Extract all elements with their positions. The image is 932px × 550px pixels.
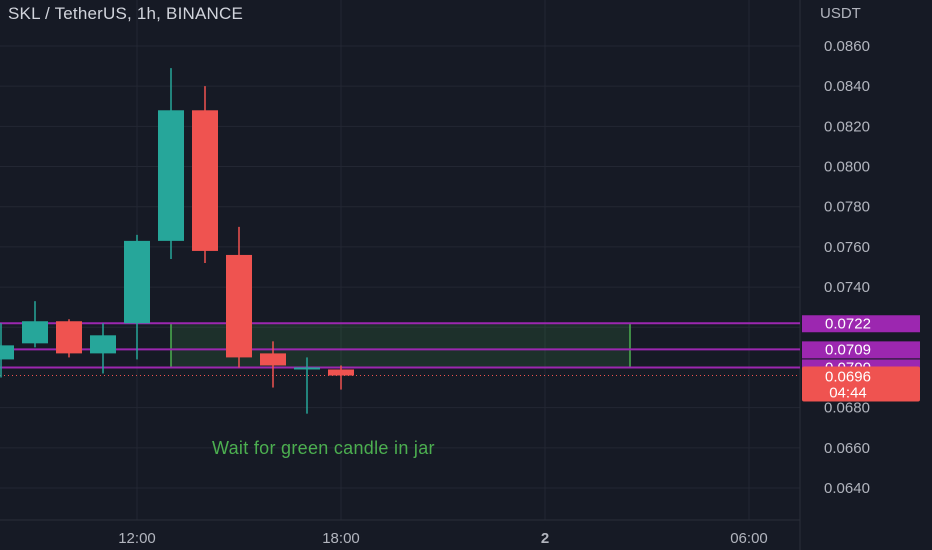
y-tick-label: 0.0680 xyxy=(824,400,870,417)
level-badge xyxy=(802,315,920,333)
y-tick-label: 0.0860 xyxy=(824,38,870,55)
y-tick-label: 0.0840 xyxy=(824,78,870,95)
y-tick-label: 0.0780 xyxy=(824,199,870,216)
candle-body xyxy=(22,321,48,344)
symbol-title[interactable]: SKL / TetherUS, 1h, BINANCE xyxy=(8,4,243,23)
x-tick-label: 18:00 xyxy=(322,530,360,547)
level-badge-label: 0.0722 xyxy=(825,315,871,332)
candle-body xyxy=(56,321,82,354)
x-tick-label: 2 xyxy=(541,530,549,547)
y-tick-label: 0.0740 xyxy=(824,279,870,296)
annotation-text[interactable]: Wait for green candle in jar xyxy=(212,438,435,458)
y-tick-label: 0.0640 xyxy=(824,480,870,497)
candle-body xyxy=(260,353,286,366)
candle-body xyxy=(124,240,150,324)
last-price-badge xyxy=(802,366,920,402)
x-tick-label: 12:00 xyxy=(118,530,156,547)
currency-label: USDT xyxy=(820,5,861,22)
candle-body xyxy=(294,367,320,370)
y-tick-label: 0.0660 xyxy=(824,440,870,457)
y-tick-label: 0.0760 xyxy=(824,239,870,256)
level-badge xyxy=(802,341,920,359)
x-tick-label: 06:00 xyxy=(730,530,768,547)
y-tick-label: 0.0800 xyxy=(824,159,870,176)
candle-body xyxy=(90,335,116,354)
candle-body xyxy=(328,369,354,376)
last-price-value: 0.0696 xyxy=(825,368,871,385)
countdown-value: 04:44 xyxy=(829,384,867,401)
candle-body xyxy=(192,110,218,251)
level-badge-label: 0.0709 xyxy=(825,341,871,358)
y-tick-label: 0.0820 xyxy=(824,118,870,135)
candle-body xyxy=(158,110,184,241)
candle-body xyxy=(226,254,252,358)
candle-body xyxy=(0,345,14,360)
